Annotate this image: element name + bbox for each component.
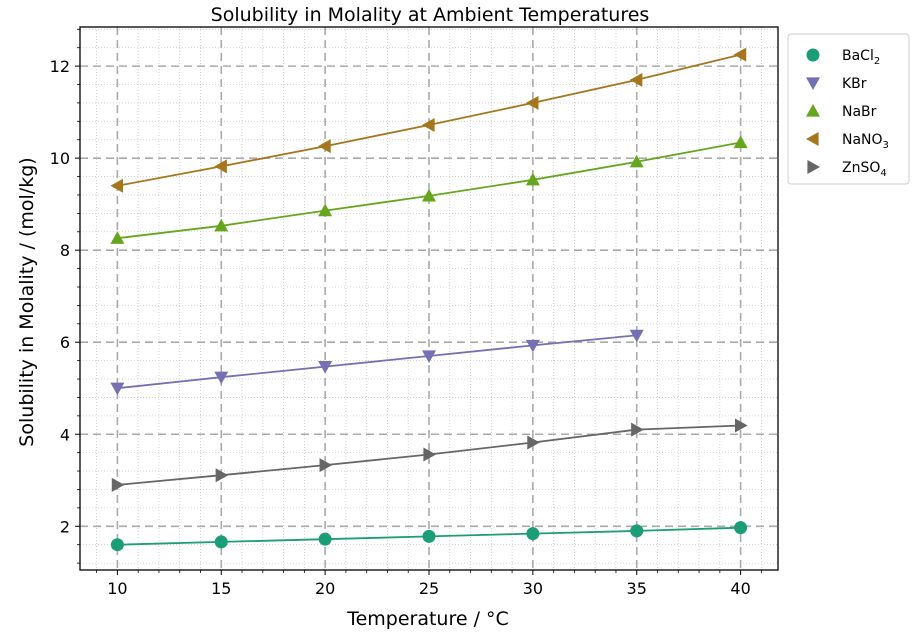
y-tick-label: 12: [50, 57, 70, 76]
data-point-nabr: [110, 231, 125, 244]
data-point-bacl2: [214, 535, 228, 549]
data-point-nabr: [422, 188, 436, 202]
axes: 10 15 20 25 30 35 40 2 4 6 8 10 12: [50, 26, 779, 598]
legend-label: NaNO3: [842, 132, 889, 151]
x-tick-label: 30: [523, 579, 543, 598]
data-point-znso4: [527, 435, 540, 450]
legend-frame: [787, 33, 910, 185]
data-point-nano3: [214, 159, 227, 174]
y-tick-label: 6: [60, 333, 70, 352]
x-tick-label: 15: [211, 579, 231, 598]
data-point-nabr: [214, 218, 229, 232]
data-point-nabr: [525, 172, 540, 186]
chart-title: Solubility in Molality at Ambient Temper…: [211, 4, 650, 26]
y-tick-label: 4: [60, 425, 70, 444]
series-nano3: [110, 47, 747, 193]
x-tick-label: 40: [730, 579, 750, 598]
legend-marker: [806, 132, 819, 146]
data-point-nano3: [733, 47, 747, 62]
series-lines: [110, 47, 748, 552]
data-point-kbr: [214, 371, 229, 385]
x-tick-label: 10: [107, 579, 127, 598]
data-point-nano3: [110, 178, 123, 193]
data-point-bacl2: [110, 538, 124, 552]
legend-marker: [806, 77, 820, 90]
series-znso4: [111, 418, 748, 492]
data-point-znso4: [423, 447, 436, 462]
y-axis-label: Solubility in Molality / (mol/kg): [16, 157, 38, 446]
y-tick-label: 8: [60, 241, 70, 260]
data-point-kbr: [422, 350, 436, 364]
x-tick-label: 20: [315, 579, 335, 598]
data-point-nano3: [525, 95, 539, 110]
data-point-nano3: [318, 139, 331, 154]
legend-marker: [807, 160, 820, 174]
y-tick-label: 10: [50, 149, 70, 168]
data-point-znso4: [735, 418, 748, 433]
data-point-kbr: [110, 382, 125, 396]
legend: BaCl2 KBr NaBr NaNO3 ZnSO4: [787, 33, 910, 185]
data-point-bacl2: [422, 529, 436, 543]
x-tick-label: 25: [419, 579, 439, 598]
legend-label: BaCl2: [842, 48, 880, 67]
data-point-nano3: [422, 118, 435, 133]
series-kbr: [110, 329, 644, 396]
legend-marker: [806, 104, 820, 117]
data-point-bacl2: [630, 524, 644, 538]
x-tick-label: 35: [627, 579, 647, 598]
legend-marker: [806, 48, 820, 62]
data-point-bacl2: [526, 527, 540, 541]
legend-item-znso4: ZnSO4: [807, 160, 887, 179]
legend-item-nano3: NaNO3: [806, 132, 889, 151]
grid-lines: [80, 27, 778, 570]
legend-item-bacl2: BaCl2: [806, 48, 880, 67]
data-point-kbr: [318, 361, 333, 374]
data-point-kbr: [629, 329, 644, 343]
legend-item-kbr: KBr: [806, 76, 867, 92]
legend-label: ZnSO4: [842, 160, 887, 179]
data-point-bacl2: [318, 532, 332, 546]
data-point-nabr: [318, 203, 333, 217]
series-line-kbr: [117, 334, 637, 390]
data-point-bacl2: [734, 521, 748, 535]
series-bacl2: [110, 521, 748, 552]
data-point-nabr: [733, 135, 748, 149]
data-point-nabr: [629, 154, 644, 168]
series-nabr: [110, 135, 748, 244]
data-point-znso4: [319, 458, 333, 473]
legend-item-nabr: NaBr: [806, 104, 877, 120]
legend-label: NaBr: [842, 104, 877, 120]
x-axis-label: Temperature / °C: [346, 608, 509, 630]
data-point-kbr: [525, 339, 540, 353]
y-tick-label: 2: [60, 517, 70, 536]
data-point-znso4: [215, 468, 229, 483]
data-point-nano3: [629, 72, 643, 87]
legend-label: KBr: [842, 76, 867, 92]
data-point-znso4: [631, 422, 644, 437]
data-point-znso4: [111, 477, 125, 492]
